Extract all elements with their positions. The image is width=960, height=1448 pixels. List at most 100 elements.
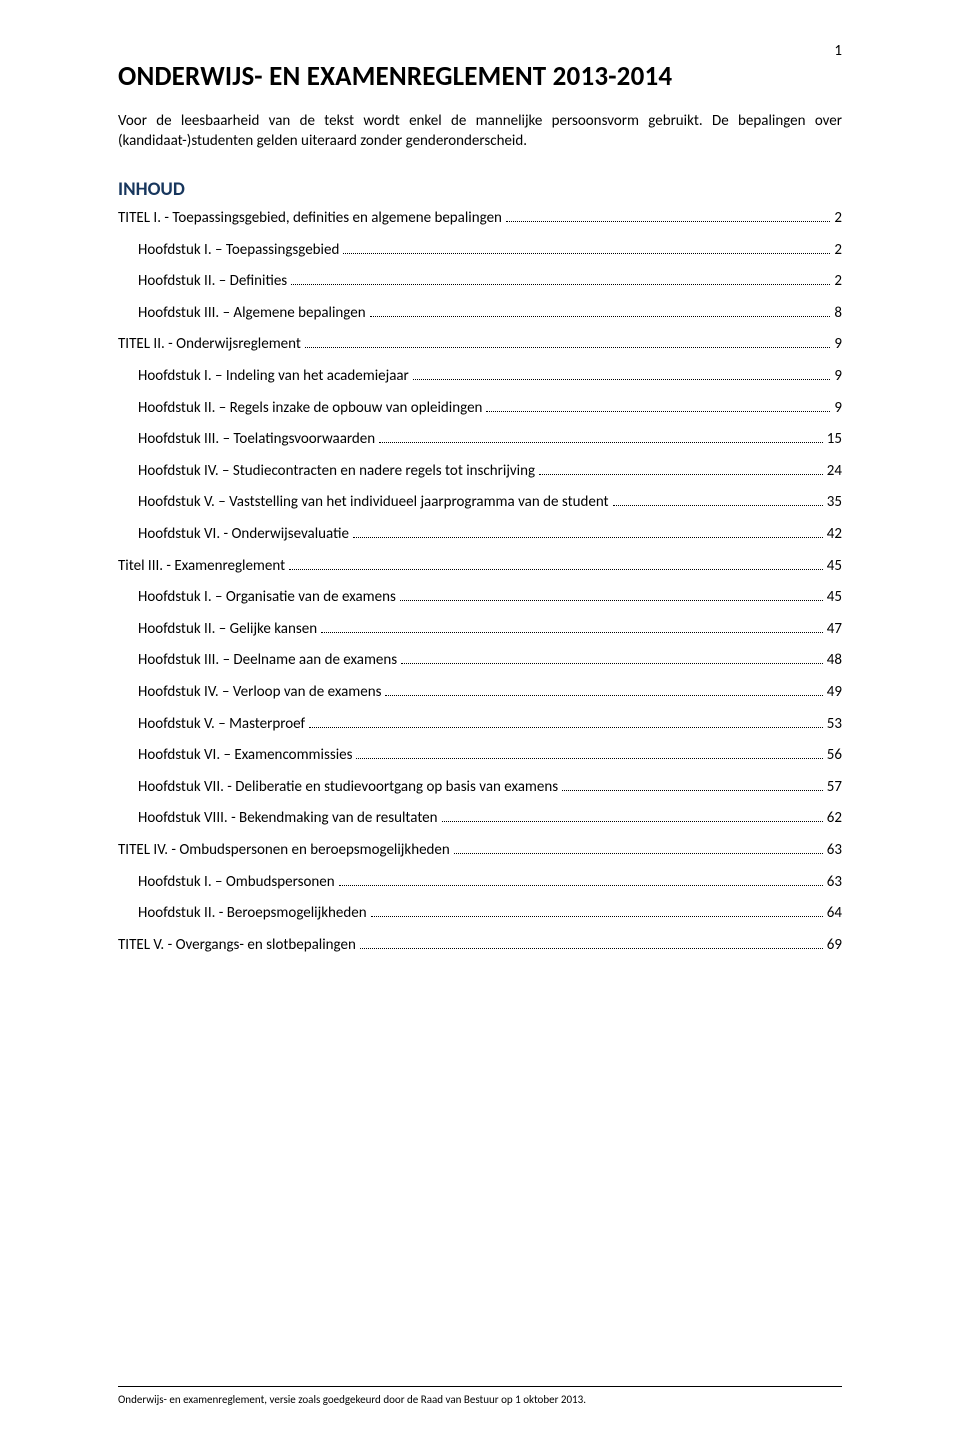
toc-entry[interactable]: Hoofdstuk VI. - Onderwijsevaluatie 42 — [138, 524, 842, 543]
toc-entry-label: Hoofdstuk III. – Algemene bepalingen — [138, 304, 366, 322]
toc-entry-page: 9 — [834, 399, 842, 417]
toc-leader-dots — [289, 556, 823, 570]
toc-entry[interactable]: Hoofdstuk III. – Algemene bepalingen 8 — [138, 303, 842, 322]
toc-entry-page: 45 — [827, 588, 842, 606]
toc-entry-page: 9 — [834, 367, 842, 385]
toc-entry-page: 47 — [827, 620, 842, 638]
toc-entry[interactable]: TITEL IV. - Ombudspersonen en beroepsmog… — [118, 840, 842, 859]
toc-entry-page: 9 — [834, 335, 842, 353]
toc-leader-dots — [343, 240, 830, 254]
toc-leader-dots — [539, 461, 823, 475]
toc-entry-page: 42 — [827, 525, 842, 543]
toc-leader-dots — [613, 493, 823, 507]
toc-leader-dots — [321, 619, 823, 633]
toc-entry-label: TITEL V. - Overgangs- en slotbepalingen — [118, 936, 356, 954]
toc-entry[interactable]: TITEL II. - Onderwijsreglement 9 — [118, 335, 842, 354]
toc-leader-dots — [379, 430, 823, 444]
page-number: 1 — [834, 42, 842, 60]
toc-entry-page: 63 — [827, 841, 842, 859]
toc-entry[interactable]: Hoofdstuk III. – Toelatingsvoorwaarden 1… — [138, 430, 842, 449]
toc-entry-label: Hoofdstuk III. – Deelname aan de examens — [138, 651, 397, 669]
toc-entry-label: Hoofdstuk VII. - Deliberatie en studievo… — [138, 778, 558, 796]
toc-entry-label: Hoofdstuk I. – Toepassingsgebied — [138, 241, 339, 259]
toc-entry-page: 53 — [827, 715, 842, 733]
toc-entry-page: 2 — [834, 272, 842, 290]
document-page: 1 ONDERWIJS- EN EXAMENREGLEMENT 2013-201… — [0, 0, 960, 1448]
toc-leader-dots — [370, 303, 831, 317]
footer-text: Onderwijs- en examenreglement, versie zo… — [118, 1393, 842, 1406]
toc-leader-dots — [401, 651, 823, 665]
toc-entry[interactable]: TITEL V. - Overgangs- en slotbepalingen … — [118, 935, 842, 954]
toc-entry[interactable]: Hoofdstuk VIII. - Bekendmaking van de re… — [138, 809, 842, 828]
toc-entry[interactable]: Titel III. - Examenreglement 45 — [118, 556, 842, 575]
toc-entry-label: Hoofdstuk II. – Definities — [138, 272, 287, 290]
toc-entry-page: 62 — [827, 809, 842, 827]
toc-entry-page: 8 — [834, 304, 842, 322]
toc-entry-page: 49 — [827, 683, 842, 701]
toc-leader-dots — [356, 746, 822, 760]
toc-entry-page: 57 — [827, 778, 842, 796]
toc-entry-label: Hoofdstuk II. – Regels inzake de opbouw … — [138, 399, 482, 417]
toc-entry-label: TITEL IV. - Ombudspersonen en beroepsmog… — [118, 841, 450, 859]
toc-entry[interactable]: Hoofdstuk II. – Gelijke kansen 47 — [138, 619, 842, 638]
toc-leader-dots — [562, 777, 823, 791]
page-title: ONDERWIJS- EN EXAMENREGLEMENT 2013-2014 — [118, 60, 842, 93]
toc-entry[interactable]: Hoofdstuk VII. - Deliberatie en studievo… — [138, 777, 842, 796]
toc-list: TITEL I. - Toepassingsgebied, definities… — [118, 209, 842, 954]
toc-entry-page: 63 — [827, 873, 842, 891]
toc-entry-label: Hoofdstuk VI. – Examencommissies — [138, 746, 352, 764]
toc-leader-dots — [506, 209, 830, 223]
toc-entry[interactable]: Hoofdstuk II. - Beroepsmogelijkheden 64 — [138, 904, 842, 923]
toc-entry-label: Hoofdstuk VI. - Onderwijsevaluatie — [138, 525, 349, 543]
toc-entry-label: Hoofdstuk VIII. - Bekendmaking van de re… — [138, 809, 438, 827]
toc-entry[interactable]: Hoofdstuk II. – Regels inzake de opbouw … — [138, 398, 842, 417]
toc-entry[interactable]: Hoofdstuk IV. – Studiecontracten en nade… — [138, 461, 842, 480]
toc-entry[interactable]: Hoofdstuk VI. – Examencommissies 56 — [138, 746, 842, 765]
toc-leader-dots — [360, 935, 823, 949]
toc-entry[interactable]: Hoofdstuk I. – Indeling van het academie… — [138, 366, 842, 385]
toc-entry-label: Hoofdstuk IV. – Studiecontracten en nade… — [138, 462, 535, 480]
toc-entry-page: 2 — [834, 209, 842, 227]
toc-heading: INHOUD — [118, 178, 842, 201]
toc-entry-page: 48 — [827, 651, 842, 669]
toc-entry-label: Hoofdstuk II. – Gelijke kansen — [138, 620, 317, 638]
toc-entry-page: 2 — [834, 241, 842, 259]
toc-entry-label: Hoofdstuk V. – Vaststelling van het indi… — [138, 493, 609, 511]
toc-leader-dots — [486, 398, 830, 412]
toc-leader-dots — [454, 840, 823, 854]
toc-entry-label: Titel III. - Examenreglement — [118, 557, 285, 575]
toc-entry-label: Hoofdstuk III. – Toelatingsvoorwaarden — [138, 430, 375, 448]
toc-leader-dots — [385, 682, 822, 696]
toc-leader-dots — [400, 588, 823, 602]
intro-paragraph: Voor de leesbaarheid van de tekst wordt … — [118, 111, 842, 152]
toc-entry-page: 45 — [827, 557, 842, 575]
toc-entry-page: 15 — [827, 430, 842, 448]
toc-entry[interactable]: Hoofdstuk V. – Vaststelling van het indi… — [138, 493, 842, 512]
toc-entry-page: 64 — [827, 904, 842, 922]
toc-leader-dots — [291, 272, 830, 286]
page-footer: Onderwijs- en examenreglement, versie zo… — [118, 1386, 842, 1406]
toc-entry-label: Hoofdstuk I. – Ombudspersonen — [138, 873, 335, 891]
toc-entry[interactable]: Hoofdstuk III. – Deelname aan de examens… — [138, 651, 842, 670]
toc-entry[interactable]: TITEL I. - Toepassingsgebied, definities… — [118, 209, 842, 228]
toc-entry-label: Hoofdstuk I. – Organisatie van de examen… — [138, 588, 396, 606]
toc-entry-label: Hoofdstuk V. – Masterproef — [138, 715, 305, 733]
toc-entry[interactable]: Hoofdstuk V. – Masterproef 53 — [138, 714, 842, 733]
toc-leader-dots — [339, 872, 823, 886]
toc-entry[interactable]: Hoofdstuk IV. – Verloop van de examens 4… — [138, 682, 842, 701]
toc-entry-label: Hoofdstuk II. - Beroepsmogelijkheden — [138, 904, 367, 922]
toc-leader-dots — [309, 714, 823, 728]
toc-entry[interactable]: Hoofdstuk I. – Toepassingsgebied 2 — [138, 240, 842, 259]
toc-entry[interactable]: Hoofdstuk I. – Ombudspersonen 63 — [138, 872, 842, 891]
toc-leader-dots — [305, 335, 830, 349]
toc-entry-page: 24 — [827, 462, 842, 480]
toc-entry-label: TITEL I. - Toepassingsgebied, definities… — [118, 209, 502, 227]
footer-rule — [118, 1386, 842, 1387]
toc-entry-page: 35 — [827, 493, 842, 511]
toc-leader-dots — [442, 809, 823, 823]
toc-entry[interactable]: Hoofdstuk I. – Organisatie van de examen… — [138, 588, 842, 607]
toc-leader-dots — [371, 904, 823, 918]
toc-entry[interactable]: Hoofdstuk II. – Definities 2 — [138, 272, 842, 291]
toc-entry-label: TITEL II. - Onderwijsreglement — [118, 335, 301, 353]
toc-entry-label: Hoofdstuk I. – Indeling van het academie… — [138, 367, 409, 385]
